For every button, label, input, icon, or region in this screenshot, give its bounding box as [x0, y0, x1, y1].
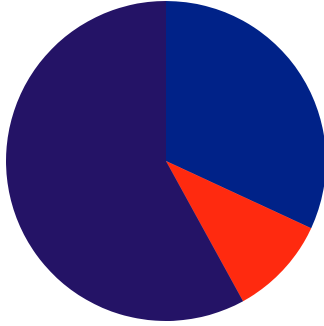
pie-slice-2	[166, 161, 312, 302]
pie-slice-1	[166, 1, 324, 229]
pie-slices	[6, 1, 324, 322]
pie-slice-3	[6, 1, 244, 322]
